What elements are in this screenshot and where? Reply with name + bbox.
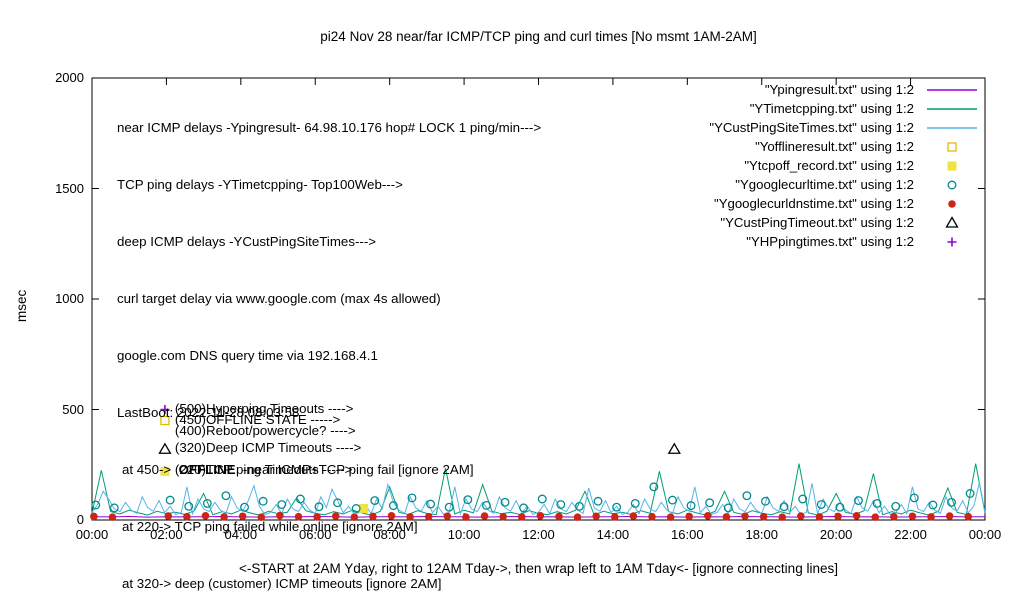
legend-label: "Ygooglecurltime.txt" using 1:2	[735, 177, 914, 192]
annotation-markers	[158, 405, 172, 476]
info-line: deep ICMP delays -YCustPingSiteTimes--->	[117, 232, 541, 251]
legend-marker-sample	[924, 215, 980, 230]
legend-entry: "YHPpingtimes.txt" using 1:2	[709, 232, 980, 251]
info-text-bold: OFFLINE	[178, 462, 236, 477]
info-text: deep ICMP delays -YCustPingSiteTimes--->	[117, 234, 377, 249]
info-line: near ICMP delays -Ypingresult- 64.98.10.…	[117, 118, 541, 137]
legend-line-sample	[924, 101, 980, 116]
y-axis-label: msec	[14, 289, 29, 322]
legend-line-sample	[924, 82, 980, 97]
info-text: at 450->	[122, 462, 179, 477]
legend-line-sample	[924, 120, 980, 135]
x-axis-label: <-START at 2AM Yday, right to 12AM Tday-…	[239, 561, 838, 576]
info-line: at 320-> deep (customer) ICMP timeouts […	[122, 574, 541, 593]
info-line: at 220-> TCP ping failed while online [i…	[122, 517, 541, 536]
legend-label: "YCustPingSiteTimes.txt" using 1:2	[709, 120, 914, 135]
series-7	[667, 442, 681, 454]
series-6	[90, 511, 973, 521]
info-text: near ICMP delays -Ypingresult- 64.98.10.…	[117, 120, 542, 135]
legend-sample-glyph	[927, 89, 977, 91]
legend-entry: "Ypingresult.txt" using 1:2	[709, 80, 980, 99]
info-text: LastBoot: 2022-11-28 08:03:58	[117, 405, 300, 420]
legend-entry: "Ygooglecurltime.txt" using 1:2	[709, 175, 980, 194]
plot-info-text: near ICMP delays -Ypingresult- 64.98.10.…	[117, 80, 541, 600]
legend-marker-sample	[924, 196, 980, 211]
legend-sample-glyph	[927, 108, 977, 110]
info-text: TCP ping delays -YTimetcpping- Top100Web…	[117, 177, 403, 192]
info-line: curl target delay via www.google.com (ma…	[117, 289, 541, 308]
legend-entry: "YCustPingSiteTimes.txt" using 1:2	[709, 118, 980, 137]
legend-entry: "YTimetcpping.txt" using 1:2	[709, 99, 980, 118]
series-5	[91, 482, 975, 513]
legend-sample-glyph	[947, 180, 957, 190]
legend-marker-sample	[924, 177, 980, 192]
legend-sample-glyph	[947, 142, 957, 152]
info-line: at 450-> OFFLINE -near ICMP+TCP ping fai…	[122, 460, 541, 479]
legend-sample-glyph	[948, 200, 956, 208]
info-line: google.com DNS query time via 192.168.4.…	[117, 346, 541, 365]
legend-marker-sample	[924, 234, 980, 249]
legend-entry: "YCustPingTimeout.txt" using 1:2	[709, 213, 980, 232]
info-text: -near ICMP+TCP ping fail [ignore 2AM]	[235, 462, 474, 477]
info-text: at 220-> TCP ping failed while online [i…	[122, 519, 418, 534]
legend-label: "YHPpingtimes.txt" using 1:2	[746, 234, 914, 249]
legend-sample-glyph	[927, 127, 977, 129]
series-4	[359, 504, 369, 514]
info-line: LastBoot: 2022-11-28 08:03:58	[117, 403, 541, 422]
legend-label: "YTimetcpping.txt" using 1:2	[749, 101, 914, 116]
legend-sample-glyph	[947, 161, 957, 171]
legend-marker-sample	[924, 158, 980, 173]
legend-entry: "Ytcpoff_record.txt" using 1:2	[709, 156, 980, 175]
legend-label: "Ypingresult.txt" using 1:2	[764, 82, 914, 97]
legend-sample-glyph	[947, 237, 957, 247]
legend: "Ypingresult.txt" using 1:2 "YTimetcppin…	[709, 80, 980, 251]
legend-label: "Ygooglecurldnstime.txt" using 1:2	[714, 196, 914, 211]
info-text: at 320-> deep (customer) ICMP timeouts […	[122, 576, 442, 591]
info-text: curl target delay via www.google.com (ma…	[117, 291, 441, 306]
chart-title: pi24 Nov 28 near/far ICMP/TCP ping and c…	[320, 29, 757, 44]
legend-sample-glyph	[945, 216, 959, 228]
legend-marker-sample	[924, 139, 980, 154]
legend-entry: "Yofflineresult.txt" using 1:2	[709, 137, 980, 156]
legend-label: "Ytcpoff_record.txt" using 1:2	[744, 158, 914, 173]
legend-entry: "Ygooglecurldnstime.txt" using 1:2	[709, 194, 980, 213]
info-text: google.com DNS query time via 192.168.4.…	[117, 348, 378, 363]
legend-label: "YCustPingTimeout.txt" using 1:2	[720, 215, 914, 230]
info-line: TCP ping delays -YTimetcpping- Top100Web…	[117, 175, 541, 194]
legend-label: "Yofflineresult.txt" using 1:2	[755, 139, 914, 154]
